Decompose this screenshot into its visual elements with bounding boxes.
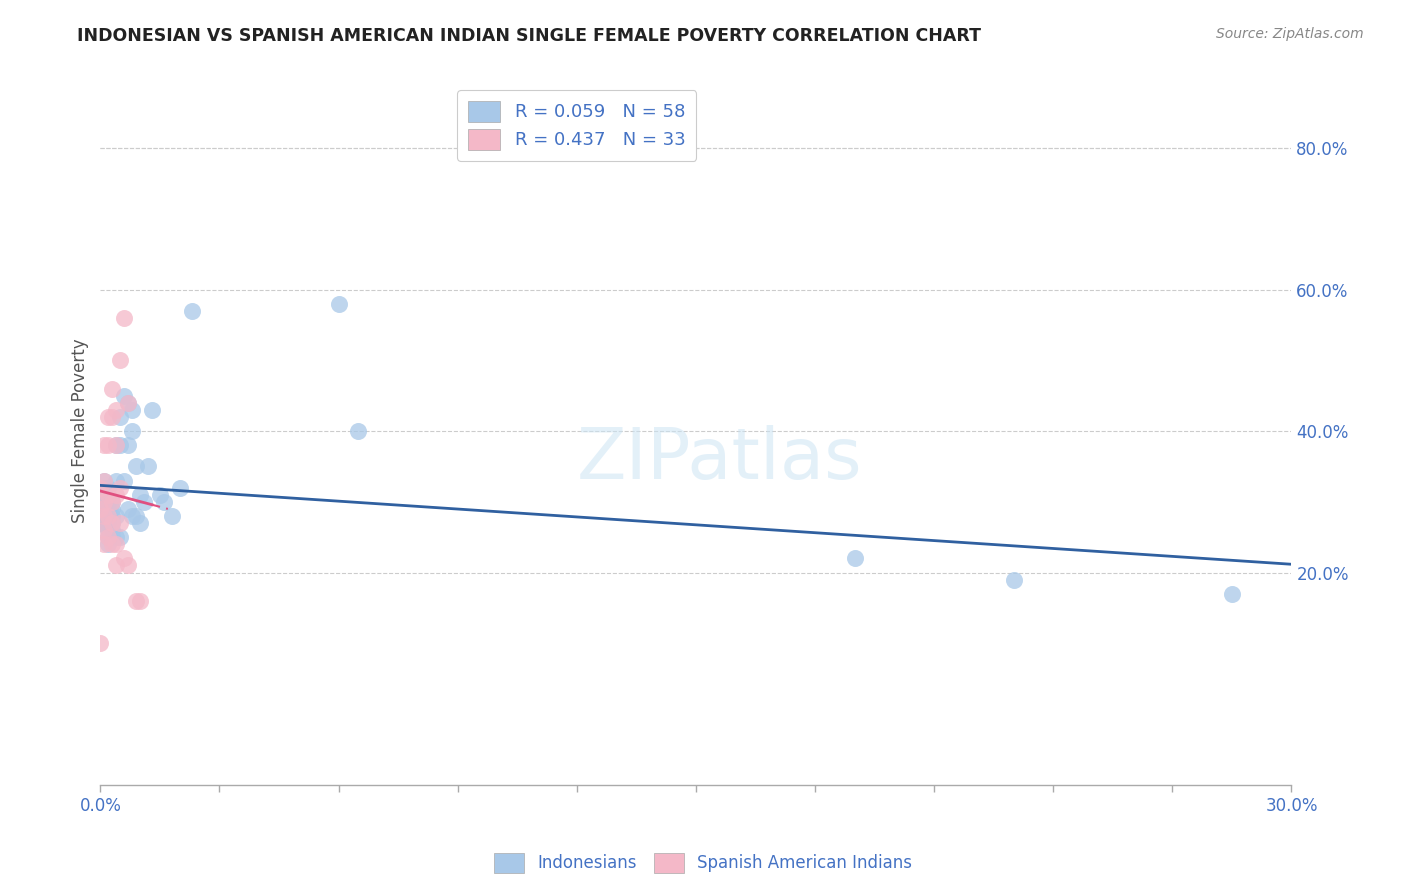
Point	[97, 530, 120, 544]
Point	[121, 508, 143, 523]
Point	[125, 594, 148, 608]
Point	[101, 495, 124, 509]
Point	[93, 523, 115, 537]
Point	[844, 551, 866, 566]
Point	[101, 495, 124, 509]
Point	[93, 508, 115, 523]
Point	[347, 424, 370, 438]
Point	[149, 488, 172, 502]
Text: Source: ZipAtlas.com: Source: ZipAtlas.com	[1216, 27, 1364, 41]
Point	[117, 396, 139, 410]
Point	[328, 297, 350, 311]
Point	[105, 474, 128, 488]
Point	[105, 530, 128, 544]
Point	[93, 481, 115, 495]
Point	[101, 530, 124, 544]
Point	[105, 488, 128, 502]
Point	[89, 495, 111, 509]
Point	[125, 508, 148, 523]
Point	[101, 523, 124, 537]
Point	[97, 488, 120, 502]
Point	[153, 495, 176, 509]
Point	[108, 481, 131, 495]
Point	[101, 409, 124, 424]
Point	[160, 508, 183, 523]
Legend: Indonesians, Spanish American Indians: Indonesians, Spanish American Indians	[488, 847, 918, 880]
Point	[93, 488, 115, 502]
Point	[89, 516, 111, 530]
Point	[108, 409, 131, 424]
Point	[89, 508, 111, 523]
Point	[117, 438, 139, 452]
Point	[93, 495, 115, 509]
Point	[121, 424, 143, 438]
Point	[112, 310, 135, 325]
Point	[1002, 573, 1025, 587]
Point	[125, 459, 148, 474]
Point	[101, 516, 124, 530]
Point	[105, 438, 128, 452]
Point	[89, 636, 111, 650]
Point	[93, 516, 115, 530]
Point	[112, 551, 135, 566]
Point	[108, 438, 131, 452]
Point	[93, 508, 115, 523]
Point	[101, 537, 124, 551]
Point	[93, 438, 115, 452]
Point	[129, 594, 152, 608]
Point	[129, 516, 152, 530]
Point	[97, 530, 120, 544]
Point	[97, 502, 120, 516]
Point	[97, 523, 120, 537]
Point	[105, 438, 128, 452]
Point	[97, 409, 120, 424]
Point	[93, 474, 115, 488]
Point	[136, 459, 159, 474]
Point	[105, 537, 128, 551]
Point	[169, 481, 191, 495]
Point	[108, 353, 131, 368]
Point	[117, 396, 139, 410]
Point	[97, 508, 120, 523]
Point	[129, 488, 152, 502]
Point	[112, 389, 135, 403]
Point	[89, 502, 111, 516]
Point	[97, 481, 120, 495]
Point	[97, 488, 120, 502]
Point	[108, 516, 131, 530]
Point	[121, 403, 143, 417]
Y-axis label: Single Female Poverty: Single Female Poverty	[72, 339, 89, 524]
Point	[101, 516, 124, 530]
Text: ZIPatlas: ZIPatlas	[576, 425, 862, 494]
Point	[93, 537, 115, 551]
Point	[89, 502, 111, 516]
Point	[93, 495, 115, 509]
Point	[97, 438, 120, 452]
Point	[93, 502, 115, 516]
Point	[89, 481, 111, 495]
Point	[117, 502, 139, 516]
Point	[108, 530, 131, 544]
Point	[117, 558, 139, 573]
Text: INDONESIAN VS SPANISH AMERICAN INDIAN SINGLE FEMALE POVERTY CORRELATION CHART: INDONESIAN VS SPANISH AMERICAN INDIAN SI…	[77, 27, 981, 45]
Point	[105, 558, 128, 573]
Legend: R = 0.059   N = 58, R = 0.437   N = 33: R = 0.059 N = 58, R = 0.437 N = 33	[457, 90, 696, 161]
Point	[97, 508, 120, 523]
Point	[141, 403, 163, 417]
Point	[97, 537, 120, 551]
Point	[105, 403, 128, 417]
Point	[93, 474, 115, 488]
Point	[112, 474, 135, 488]
Point	[180, 303, 202, 318]
Point	[101, 508, 124, 523]
Point	[97, 516, 120, 530]
Point	[132, 495, 155, 509]
Point	[97, 495, 120, 509]
Point	[1220, 587, 1243, 601]
Point	[105, 508, 128, 523]
Point	[101, 502, 124, 516]
Point	[101, 382, 124, 396]
